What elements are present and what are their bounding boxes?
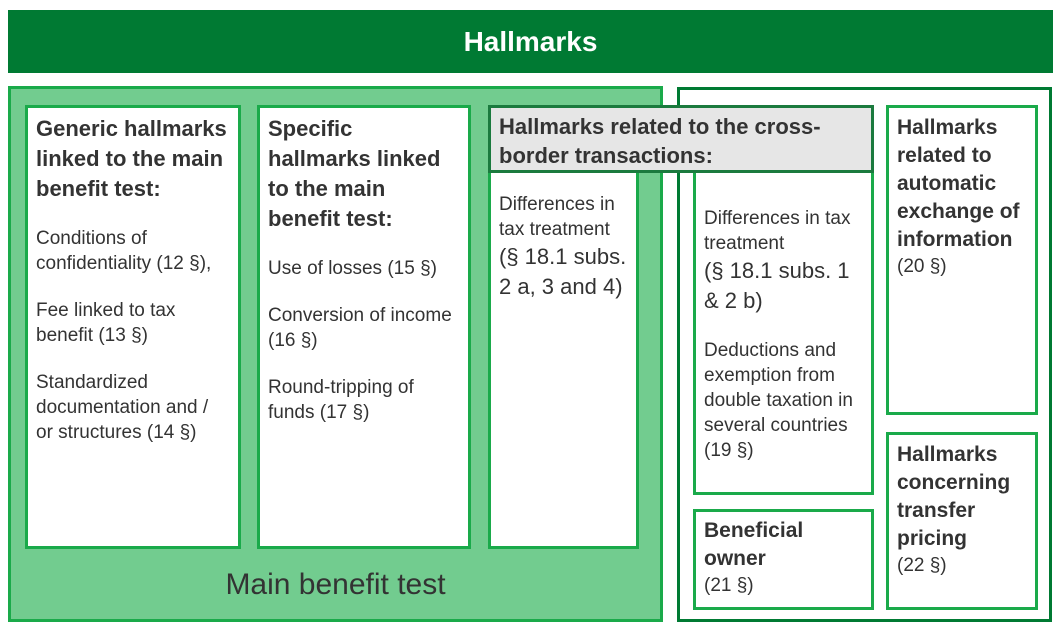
cross-border-mbt-item: Differences in tax treatment [499, 194, 615, 240]
automatic-exchange-box: Hallmarks related to automatic exchange … [886, 105, 1038, 415]
cross-border-item: Deductions and exemption from double tax… [704, 340, 853, 461]
beneficial-owner-box: Beneficial owner (21 §) [693, 509, 874, 610]
hallmarks-title: Hallmarks [8, 10, 1053, 73]
generic-heading: Generic hallmarks linked to the main ben… [36, 116, 227, 201]
cross-border-item: Differences in tax treatment [704, 208, 851, 254]
specific-item: Round-tripping of funds (17 §) [268, 377, 414, 423]
cross-border-box: Differences in tax treatment (§ 18.1 sub… [693, 165, 874, 495]
generic-item: Fee linked to tax benefit (13 §) [36, 300, 176, 346]
generic-item: Conditions of confidentiality (12 §), [36, 228, 212, 274]
specific-item: Use of losses (15 §) [268, 258, 437, 279]
specific-item: Conversion of income (16 §) [268, 305, 452, 351]
transfer-pricing-box: Hallmarks concerning transfer pricing (2… [886, 432, 1038, 610]
automatic-ref: (20 §) [897, 256, 947, 277]
cross-border-mbt-box: Differences in tax treatment (§ 18.1 sub… [488, 165, 639, 549]
cross-border-heading: Hallmarks related to the cross-border tr… [488, 105, 874, 173]
transfer-heading: Hallmarks concerning transfer pricing [897, 443, 1011, 550]
main-benefit-test-label: Main benefit test [225, 568, 446, 601]
cross-border-ref: (§ 18.1 subs. 1 & 2 b) [704, 258, 850, 313]
specific-hallmarks-box: Specific hallmarks linked to the main be… [257, 105, 471, 549]
automatic-heading: Hallmarks related to automatic exchange … [897, 116, 1020, 251]
cross-border-mbt-ref: (§ 18.1 subs. 2 a, 3 and 4) [499, 244, 627, 299]
generic-hallmarks-box: Generic hallmarks linked to the main ben… [25, 105, 241, 549]
transfer-ref: (22 §) [897, 555, 947, 576]
specific-heading: Specific hallmarks linked to the main be… [268, 116, 441, 231]
beneficial-ref: (21 §) [704, 575, 754, 596]
beneficial-heading: Beneficial owner [704, 519, 804, 570]
generic-item: Standardized documentation and / or stru… [36, 372, 209, 443]
